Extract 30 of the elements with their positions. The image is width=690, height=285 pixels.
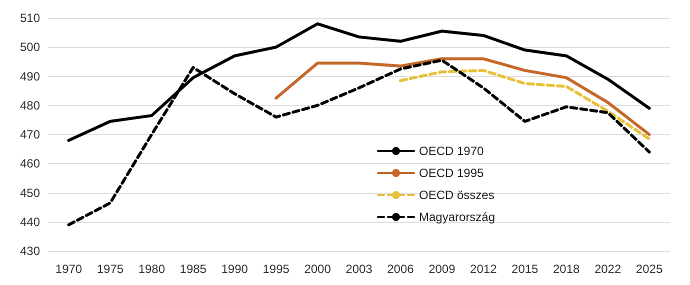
x-tick-label: 2025: [636, 262, 663, 276]
x-tick-label: 1990: [221, 262, 248, 276]
legend-label: OECD 1995: [419, 166, 484, 180]
y-tick-label: 510: [20, 11, 40, 25]
x-tick-label: 2012: [470, 262, 498, 276]
y-tick-label: 490: [20, 69, 40, 84]
y-tick-label: 500: [20, 40, 40, 54]
legend-label: OECD 1970: [419, 144, 484, 158]
x-tick-label: 2009: [428, 262, 456, 276]
line-series: [274, 57, 651, 136]
y-tick-label: 450: [20, 186, 40, 200]
x-tick-label: 1980: [138, 262, 166, 276]
legend-label: OECD összes: [419, 188, 494, 202]
x-tick-label: 2006: [387, 262, 414, 276]
line-series: [398, 68, 651, 140]
x-tick-label: 2022: [594, 262, 622, 276]
x-tick-label: 1975: [96, 262, 124, 276]
x-tick-label: 2000: [304, 262, 332, 276]
legend-label: Magyarország: [419, 210, 496, 224]
x-tick-label: 2018: [552, 262, 580, 276]
x-tick-label: 1970: [55, 262, 82, 276]
y-tick-label: 460: [20, 156, 40, 171]
x-tick-label: 2015: [512, 262, 539, 276]
x-tick-label: 1985: [180, 262, 207, 276]
y-tick-label: 440: [20, 214, 40, 229]
x-tick-label: 2003: [346, 262, 373, 276]
x-tick-label: 1995: [262, 262, 290, 276]
y-tick-label: 430: [20, 244, 40, 258]
y-tick-label: 470: [20, 128, 40, 142]
y-tick-label: 480: [20, 98, 40, 112]
